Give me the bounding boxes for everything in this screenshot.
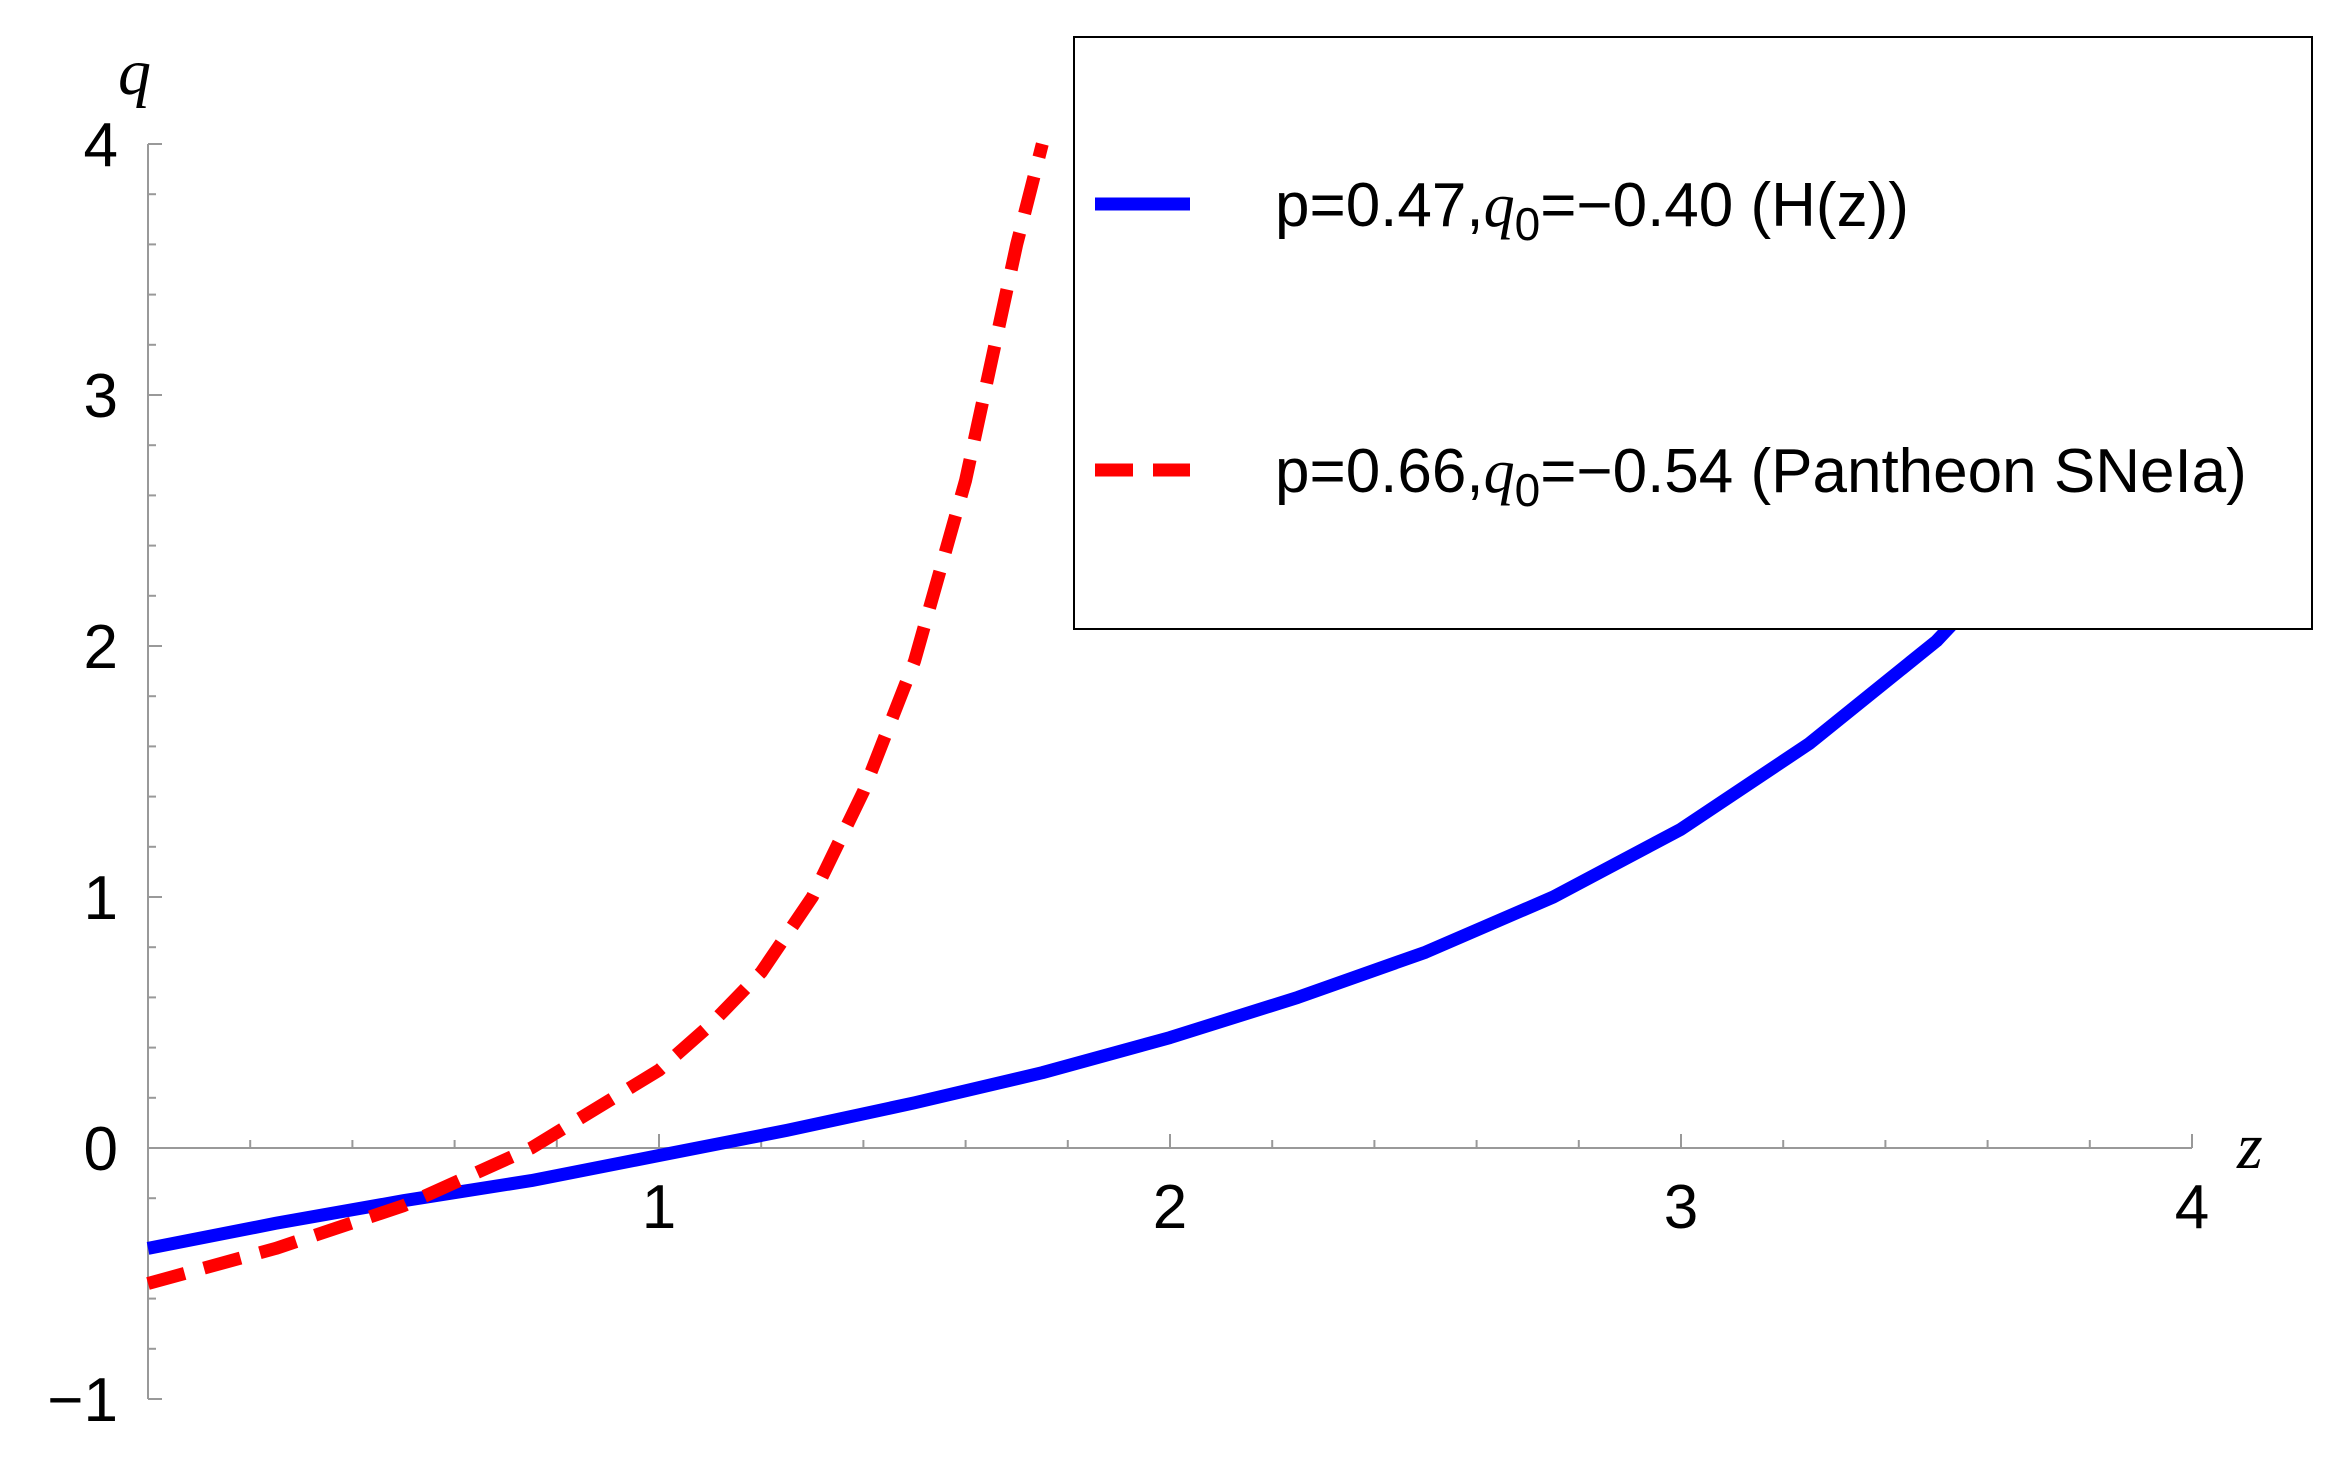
x-axis-label: z xyxy=(2236,1110,2263,1183)
legend-box xyxy=(1073,36,2313,630)
x-tick-label: 1 xyxy=(642,1173,676,1242)
plot-lines xyxy=(146,142,1972,1290)
y-axis-label: q xyxy=(118,36,151,109)
x-tick-label: 2 xyxy=(1153,1173,1187,1242)
y-tick-label: −1 xyxy=(47,1366,118,1435)
legend: p=0.47,q0=−0.40 (H(z)) p=0.66,q0=−0.54 (P… xyxy=(1073,36,2313,630)
x-ticks: 1 2 3 4 xyxy=(249,1134,2209,1242)
y-ticks: −1 0 1 2 3 4 xyxy=(47,111,162,1435)
series-line-0 xyxy=(146,603,1972,1255)
x-tick-label: 3 xyxy=(1664,1173,1698,1242)
y-tick-label: 3 xyxy=(84,362,118,431)
series-line-1 xyxy=(146,142,1049,1290)
y-tick-label: 0 xyxy=(84,1115,118,1184)
y-tick-label: 4 xyxy=(84,111,118,180)
axes: 1 2 3 4 −1 0 1 2 3 4 z q xyxy=(47,36,2262,1435)
legend-label-1: p=0.66,q0=−0.54 (Pantheon SNeIa) xyxy=(1275,437,2247,516)
legend-label-0: p=0.47,q0=−0.40 (H(z)) xyxy=(1275,171,1909,250)
y-tick-label: 1 xyxy=(84,864,118,933)
x-tick-label: 4 xyxy=(2175,1173,2209,1242)
y-tick-label: 2 xyxy=(84,613,118,682)
